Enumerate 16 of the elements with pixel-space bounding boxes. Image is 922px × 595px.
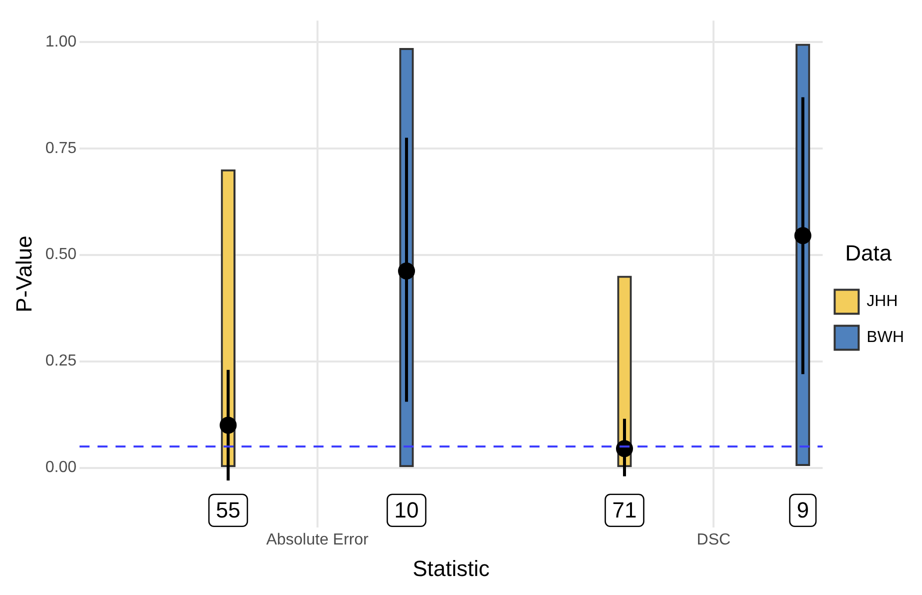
- x-tick-label: Absolute Error: [266, 531, 370, 548]
- annotation: 10: [394, 497, 419, 522]
- y-tick-label: 0.25: [45, 352, 77, 370]
- y-tick-label: 0.50: [45, 246, 77, 264]
- y-tick-label: 0.00: [45, 459, 77, 476]
- x-tick-label: DSC: [696, 531, 731, 548]
- legend-label: BWH: [866, 329, 904, 346]
- annotation: 55: [216, 497, 240, 522]
- y-tick-label: 0.75: [45, 140, 77, 157]
- y-tick-label: 1.00: [45, 33, 77, 50]
- annotation: 9: [796, 497, 809, 522]
- y-axis-title: P-Value: [11, 236, 36, 312]
- annotation: 71: [612, 497, 637, 522]
- legend-title: Data: [845, 240, 892, 266]
- x-axis-title: Statistic: [412, 556, 490, 581]
- legend-label: JHH: [866, 293, 898, 310]
